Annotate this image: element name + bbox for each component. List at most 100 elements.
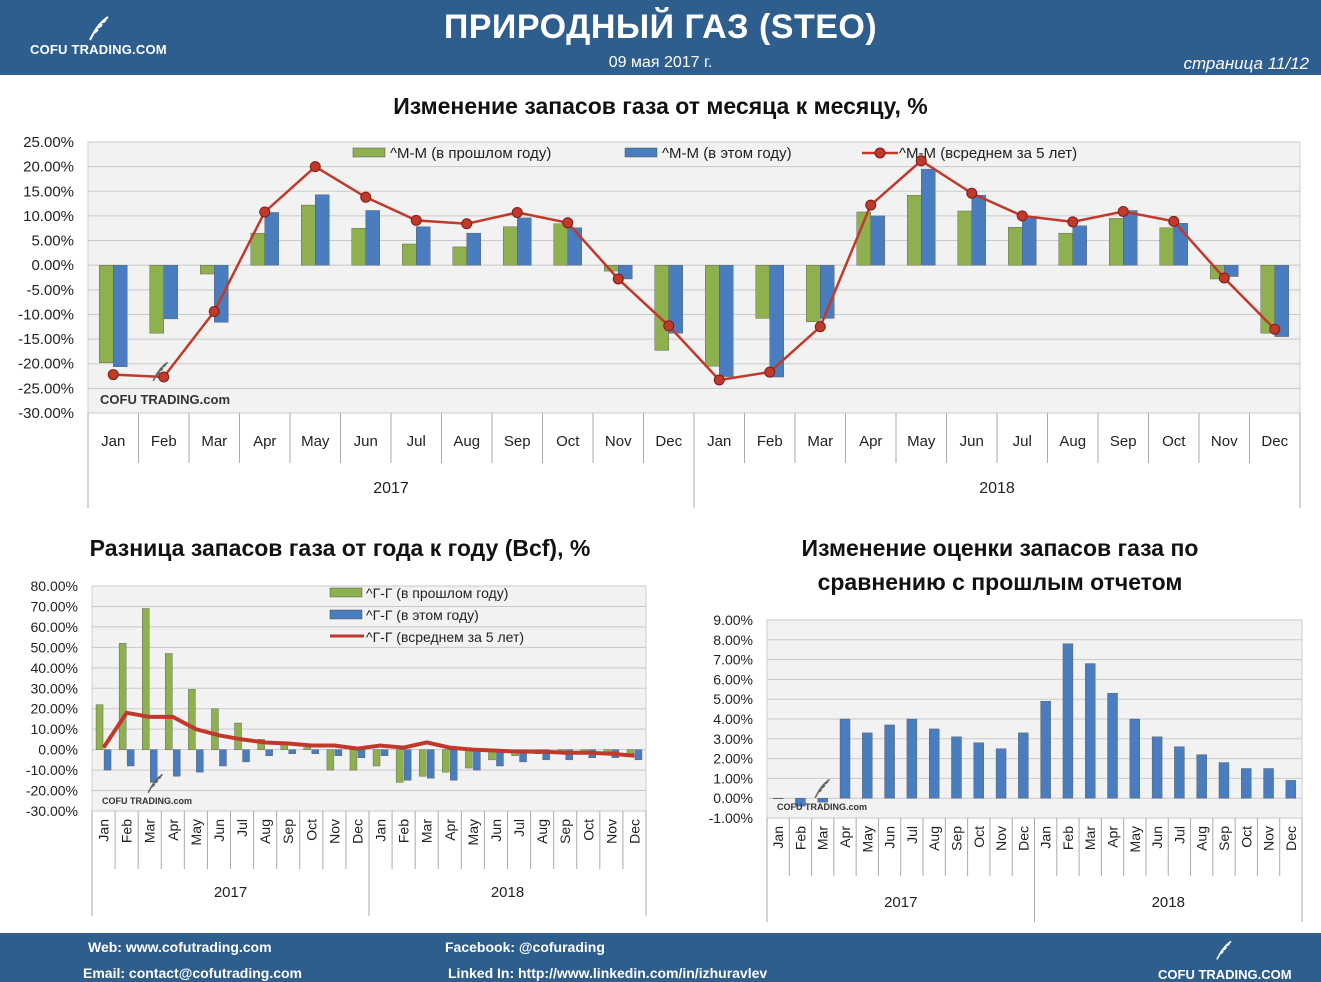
bar bbox=[467, 233, 481, 265]
chart3-title-line2: сравнению с прошлым отчетом bbox=[690, 565, 1310, 599]
bar bbox=[719, 265, 733, 376]
bar bbox=[1073, 226, 1087, 265]
y-tick-label: -1.00% bbox=[709, 810, 753, 826]
y-tick-label: -20.00% bbox=[26, 783, 78, 799]
bar bbox=[200, 265, 214, 274]
x-tick-label: Jan bbox=[101, 433, 125, 450]
bar bbox=[705, 265, 719, 366]
mom-change-chart: 25.00% 20.00% 15.00% 10.00% 5.00% 0.00% -5.00%… bbox=[0, 128, 1321, 513]
bar bbox=[951, 737, 961, 798]
bar bbox=[1219, 763, 1229, 799]
x-tick-label: Oct bbox=[556, 433, 580, 450]
x-tick-label: Feb bbox=[1060, 826, 1076, 850]
line-point bbox=[108, 370, 118, 380]
bar bbox=[1008, 227, 1022, 265]
x-tick-label: Aug bbox=[453, 433, 480, 450]
bar bbox=[921, 169, 935, 265]
y-tick-label: 15.00% bbox=[23, 183, 74, 200]
y-tick-label: -30.00% bbox=[26, 803, 78, 819]
bar bbox=[503, 227, 517, 265]
chart1-title: Изменение запасов газа от месяца к месяц… bbox=[0, 89, 1321, 123]
line-point bbox=[1017, 211, 1027, 221]
bar bbox=[453, 247, 467, 265]
watermark-text: COFU TRADING.com bbox=[100, 392, 230, 407]
line-point bbox=[563, 218, 573, 228]
line-point bbox=[1169, 216, 1179, 226]
bar bbox=[568, 228, 582, 265]
bar bbox=[289, 750, 296, 754]
legend-label: ^M-M (в прошлом году) bbox=[390, 145, 551, 162]
y-tick-label: 5.00% bbox=[31, 233, 74, 250]
footer-facebook-link[interactable]: Facebook: @cofurading bbox=[445, 939, 605, 955]
y-tick-label: 10.00% bbox=[23, 208, 74, 225]
y-tick-label: -10.00% bbox=[26, 762, 78, 778]
footer-web-link[interactable]: Web: www.cofutrading.com bbox=[88, 939, 272, 955]
x-tick-label: May bbox=[465, 819, 481, 845]
x-tick-label: May bbox=[907, 433, 936, 450]
x-tick-label: Mar bbox=[807, 433, 833, 450]
bar bbox=[96, 705, 103, 750]
y-tick-label: -25.00% bbox=[18, 380, 74, 397]
y-tick-label: 8.00% bbox=[713, 632, 753, 648]
x-tick-label: Apr bbox=[837, 826, 853, 848]
footer-logo-text: COFU TRADING.COM bbox=[1158, 967, 1292, 982]
y-tick-label: 7.00% bbox=[713, 652, 753, 668]
watermark-text: COFU TRADING.com bbox=[777, 802, 867, 812]
line-point bbox=[613, 274, 623, 284]
bar bbox=[211, 709, 218, 750]
x-tick-label: Jan bbox=[373, 819, 389, 842]
x-tick-label: Nov bbox=[603, 819, 619, 844]
x-tick-label: Aug bbox=[534, 819, 550, 844]
bar bbox=[396, 750, 403, 783]
bar bbox=[373, 750, 380, 766]
bar bbox=[419, 750, 426, 777]
footer-email-link[interactable]: Email: contact@cofutrading.com bbox=[83, 965, 302, 981]
bar bbox=[188, 689, 195, 749]
bar bbox=[1286, 780, 1296, 798]
estimate-change-chart: 9.00%8.00%7.00%6.00%5.00%4.00%3.00%2.00%… bbox=[690, 605, 1315, 925]
x-tick-label: Jan bbox=[770, 826, 786, 849]
y-tick-label: 70.00% bbox=[31, 598, 78, 614]
x-tick-label: Mar bbox=[142, 819, 158, 843]
x-tick-label: Oct bbox=[971, 826, 987, 848]
chart3-title-line1: Изменение оценки запасов газа по bbox=[690, 531, 1310, 565]
bar bbox=[1130, 719, 1140, 798]
bar bbox=[996, 749, 1006, 799]
x-tick-label: Feb bbox=[151, 433, 177, 450]
bar bbox=[655, 265, 669, 350]
bar bbox=[1059, 233, 1073, 265]
bar bbox=[243, 750, 250, 762]
bar bbox=[266, 750, 273, 756]
line-point bbox=[1219, 273, 1229, 283]
x-tick-label: Sep bbox=[948, 826, 964, 851]
x-tick-label: Jun bbox=[1149, 826, 1165, 849]
x-tick-label: Aug bbox=[1059, 433, 1086, 450]
x-tick-label: Jan bbox=[96, 819, 112, 842]
bar bbox=[1241, 769, 1251, 799]
bar bbox=[1197, 755, 1207, 799]
x-tick-label: Dec bbox=[655, 433, 682, 450]
bar bbox=[219, 750, 226, 766]
bar bbox=[929, 729, 939, 798]
line-point bbox=[1118, 206, 1128, 216]
bar bbox=[442, 750, 449, 773]
x-tick-label: Apr bbox=[442, 819, 458, 841]
bar bbox=[164, 265, 178, 319]
line-point bbox=[765, 367, 775, 377]
bar bbox=[165, 654, 172, 750]
chart3-title: Изменение оценки запасов газа по сравнен… bbox=[690, 531, 1310, 599]
y-tick-label: -30.00% bbox=[18, 405, 74, 422]
y-tick-label: 25.00% bbox=[23, 134, 74, 151]
footer-linkedin-link[interactable]: Linked In: http://www.linkedin.com/in/iz… bbox=[448, 965, 767, 981]
x-tick-label: May bbox=[1127, 826, 1143, 852]
wheat-leaf-icon bbox=[1212, 939, 1236, 961]
bar bbox=[427, 750, 434, 779]
x-tick-label: Nov bbox=[605, 433, 632, 450]
bar bbox=[907, 719, 917, 798]
x-tick-label: May bbox=[188, 819, 204, 845]
x-tick-label: Nov bbox=[326, 819, 342, 844]
x-tick-label: Jul bbox=[407, 433, 426, 450]
x-tick-label: Apr bbox=[165, 819, 181, 841]
x-tick-label: Mar bbox=[201, 433, 227, 450]
x-tick-label: Nov bbox=[993, 826, 1009, 851]
